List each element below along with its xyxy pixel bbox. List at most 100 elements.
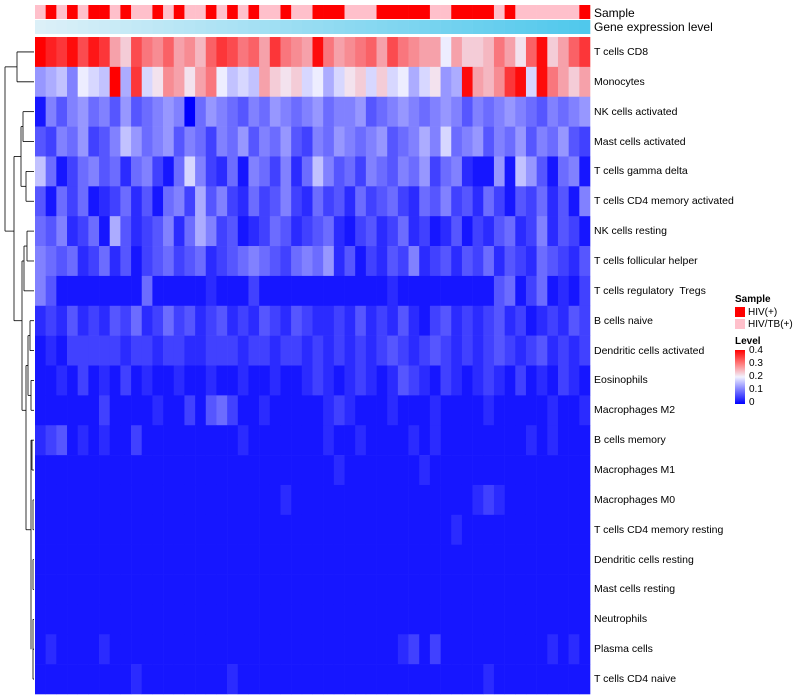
heatmap-cell: [291, 604, 303, 635]
heatmap-cell: [45, 425, 57, 456]
heatmap-cell: [248, 664, 260, 695]
heatmap-cell: [451, 96, 463, 127]
heatmap-cell: [408, 664, 420, 695]
heatmap-cell: [504, 275, 516, 307]
heatmap-cell: [141, 455, 153, 486]
heatmap-cell: [355, 305, 367, 336]
heatmap-cell: [323, 66, 335, 98]
legend-item-hiv: HIV(+): [735, 306, 793, 318]
heatmap-cell: [483, 37, 495, 68]
heatmap-cell: [269, 395, 281, 426]
heatmap-cell: [504, 455, 516, 486]
heatmap-cell: [205, 484, 217, 516]
heatmap-cell: [515, 514, 527, 545]
heatmap-cell: [408, 126, 420, 157]
heatmap-cell: [536, 544, 548, 575]
heatmap-cell: [440, 275, 452, 307]
heatmap-cell: [568, 66, 580, 98]
heatmap-cell: [45, 246, 57, 277]
heatmap-cell: [152, 574, 164, 605]
heatmap-cell: [525, 574, 537, 605]
legend-label-hiv-tb: HIV/TB(+): [748, 318, 793, 330]
gene-expression-cell: [429, 20, 441, 34]
heatmap-cell: [525, 126, 537, 157]
gene-expression-cell: [109, 20, 121, 34]
heatmap-cell: [397, 395, 409, 426]
heatmap-cell: [568, 275, 580, 307]
heatmap-cell: [451, 604, 463, 635]
heatmap-cell: [429, 216, 441, 247]
heatmap-cell: [397, 156, 409, 187]
heatmap-cell: [472, 246, 484, 277]
heatmap-cell: [56, 455, 68, 486]
heatmap-cell: [376, 186, 388, 217]
heatmap-cell: [141, 604, 153, 635]
heatmap-cell: [568, 455, 580, 486]
heatmap-cell: [536, 335, 548, 366]
heatmap-cell: [109, 246, 121, 277]
heatmap-cell: [269, 216, 281, 247]
heatmap-cell: [248, 186, 260, 217]
heatmap-cell: [216, 664, 228, 695]
heatmap-cell: [45, 216, 57, 247]
heatmap-cell: [323, 156, 335, 187]
heatmap-cell: [568, 96, 580, 127]
heatmap-cell: [365, 514, 377, 545]
heatmap-cell: [173, 544, 185, 575]
heatmap-cell: [472, 544, 484, 575]
heatmap-cell: [579, 395, 591, 426]
heatmap-cell: [365, 246, 377, 277]
heatmap-cell: [408, 634, 420, 665]
heatmap-cell: [547, 186, 559, 217]
heatmap-cell: [109, 126, 121, 157]
sample-annotation-cell: [205, 5, 217, 19]
heatmap-cell: [280, 425, 292, 456]
heatmap-cell: [77, 425, 89, 456]
heatmap-cell: [35, 275, 46, 307]
heatmap-cell: [504, 37, 516, 68]
heatmap-cell: [312, 395, 324, 426]
heatmap-cell: [483, 335, 495, 366]
heatmap-cell: [131, 305, 143, 336]
heatmap-cell: [451, 395, 463, 426]
heatmap-cell: [259, 335, 271, 366]
heatmap-cell: [515, 186, 527, 217]
heatmap-cell: [280, 66, 292, 98]
heatmap-cell: [344, 126, 356, 157]
heatmap-cell: [333, 335, 345, 366]
heatmap-cell: [312, 634, 324, 665]
heatmap-cell: [493, 664, 505, 695]
heatmap-cell: [312, 664, 324, 695]
heatmap-cell: [504, 395, 516, 426]
heatmap-cell: [99, 156, 111, 187]
heatmap-cell: [387, 365, 399, 396]
heatmap-cell: [227, 395, 239, 426]
heatmap-cell: [205, 634, 217, 665]
heatmap-cell: [248, 156, 260, 187]
heatmap-cell: [259, 664, 271, 695]
heatmap-cell: [557, 514, 569, 545]
heatmap-cell: [248, 66, 260, 98]
heatmap-cell: [451, 246, 463, 277]
heatmap-cell: [248, 425, 260, 456]
heatmap-cell: [291, 335, 303, 366]
heatmap-cell: [195, 156, 207, 187]
heatmap-cell: [344, 484, 356, 516]
row-label: NK cells activated: [594, 105, 678, 118]
heatmap-cell: [163, 216, 175, 247]
heatmap-cell: [45, 96, 57, 127]
heatmap-cell: [461, 455, 473, 486]
heatmap-cell: [269, 126, 281, 157]
heatmap-cell: [184, 335, 196, 366]
heatmap-cell: [536, 246, 548, 277]
heatmap-cell: [35, 514, 46, 545]
heatmap-cell: [408, 395, 420, 426]
heatmap-cell: [131, 126, 143, 157]
heatmap-cell: [120, 275, 132, 307]
level-tick: 0.1: [749, 384, 763, 395]
heatmap-cell: [323, 96, 335, 127]
heatmap-cell: [408, 186, 420, 217]
heatmap-cell: [355, 425, 367, 456]
heatmap-cell: [312, 574, 324, 605]
heatmap-cell: [269, 365, 281, 396]
